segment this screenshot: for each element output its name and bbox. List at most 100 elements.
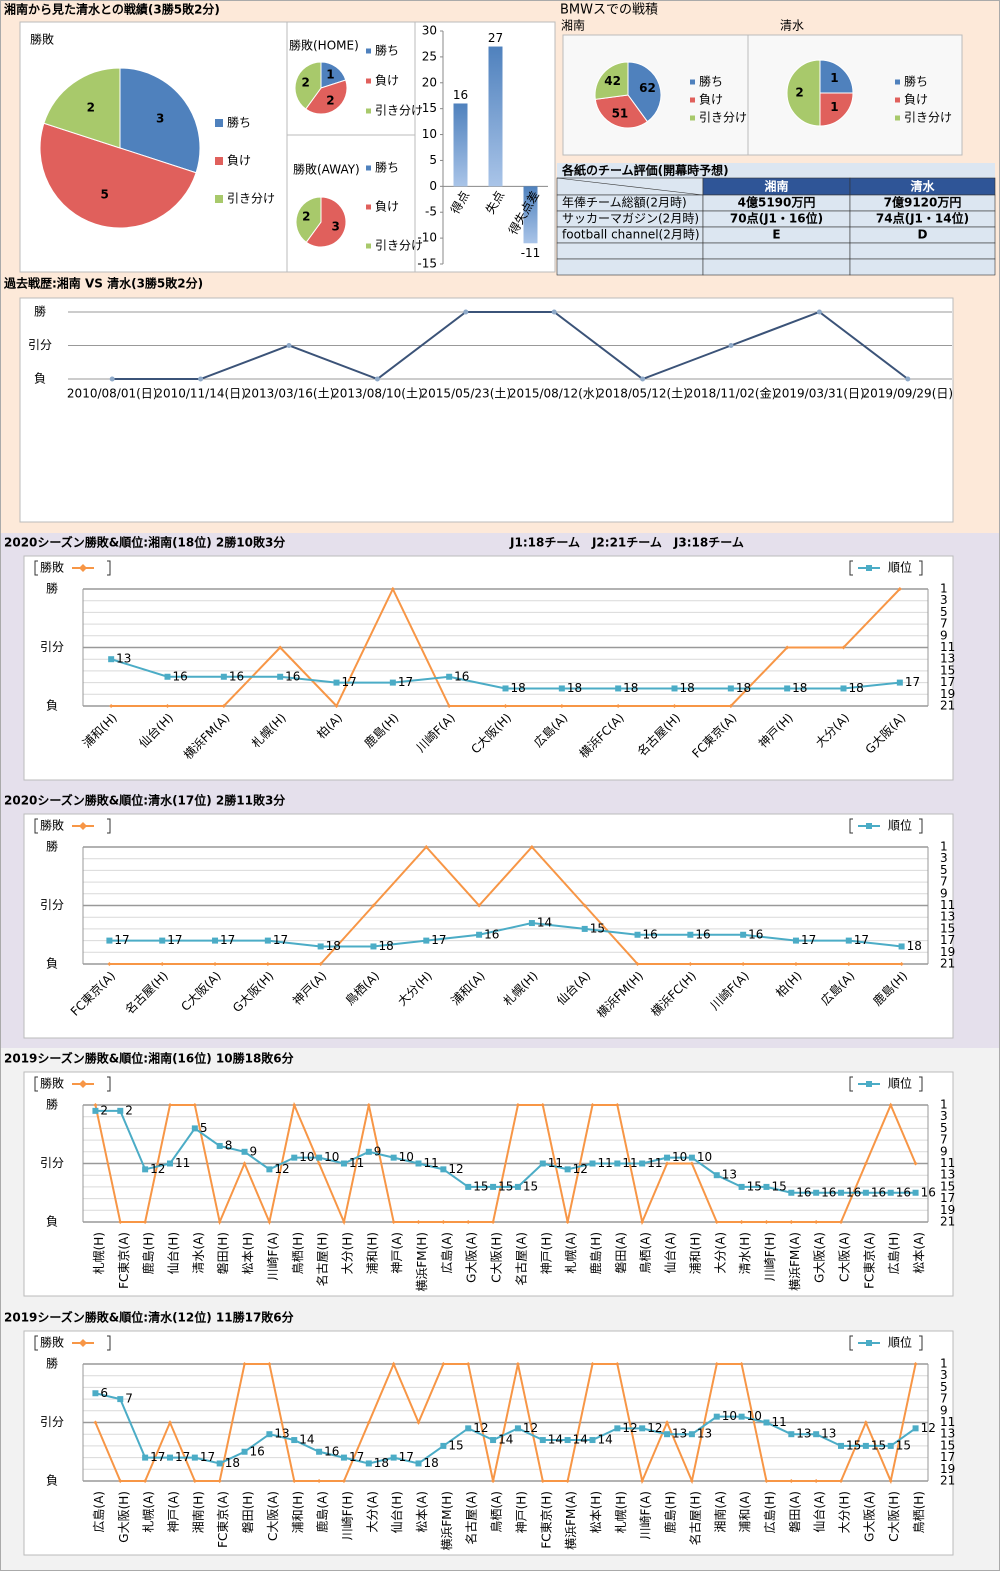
legend-marker [866,1340,872,1346]
table-text: 4億5190万円 [738,195,816,210]
table-header: 清水 [910,179,935,194]
x-tick-label: 大分(A) [713,1232,727,1274]
y2-tick-label: 15 [940,1438,955,1452]
marker [905,376,911,382]
marker [738,1183,745,1190]
x-tick-label: FC東京(A) [862,1232,876,1289]
y2-tick-label: 1 [940,582,948,596]
marker [118,1220,123,1224]
marker [913,1161,918,1166]
y2-tick-label: 19 [940,1203,955,1217]
marker [888,1103,893,1107]
x-tick-label: 2019/09/29(日) [863,387,954,401]
data-label: 17 [399,1450,414,1464]
y2-tick-label: 1 [940,1357,948,1371]
legend-label: 勝ち [227,115,251,130]
x-tick-label: 2013/08/10(土) [332,387,423,401]
data-label: 12 [473,1421,488,1435]
marker [267,1220,272,1224]
marker [897,587,902,591]
y-tick-label: 引分 [28,338,52,352]
data-label: 7 [125,1392,133,1406]
marker [415,1160,422,1167]
marker [117,1396,124,1403]
x-tick-label: 2010/11/14(日) [155,387,246,401]
y-tick-label: 負 [34,372,46,386]
x-tick-label: 仙台(A) [663,1232,678,1274]
x-tick-label: 広島(H) [886,1232,901,1274]
x-tick-label: 松本(A) [912,1232,926,1274]
panel [23,1071,954,1297]
marker [465,1425,472,1432]
y-tick-label: -10 [417,231,437,245]
marker [340,1160,347,1167]
pie-slice [305,79,348,115]
y-tick-label: 10 [422,127,437,141]
x-tick-label: 湘南(A) [712,1491,727,1533]
data-label: 16 [643,927,658,941]
data-label: 16 [896,1185,911,1199]
y2-tick-label: 5 [940,605,948,619]
x-tick-label: 磐田(H) [216,1232,230,1274]
marker [788,1189,795,1196]
legend-label: 勝ち [699,74,723,89]
line [112,310,909,381]
y2-tick-label: 21 [940,699,955,713]
data-label: 1 [830,100,838,114]
data-label: 15 [473,1179,488,1193]
data-label: 17 [220,933,235,947]
legend-label: 負け [375,74,399,88]
chart-title: 2020シーズン勝敗&順位:湘南(18位) 2勝10敗3分 [4,535,285,550]
data-label: 18 [424,1456,439,1470]
x-tick-label: 鹿島(H) [141,1232,156,1274]
legend-marker [79,822,87,830]
marker [440,1166,447,1173]
y-tick-label: 引分 [40,640,64,654]
pie-slice [305,196,347,248]
legend-label: 順位 [888,560,912,575]
marker [340,1454,347,1461]
bar [523,186,538,244]
pie-slice [786,59,821,127]
legend-label: 負け [227,154,251,168]
marker [639,1425,646,1432]
marker [898,943,905,950]
x-tick-label: G大阪(A) [813,1232,827,1283]
marker [166,1160,173,1167]
y2-tick-label: 11 [940,1156,955,1170]
pie-slice [594,61,629,100]
marker [212,937,219,944]
x-tick-label: G大阪(H) [117,1491,131,1543]
marker [896,679,903,686]
marker [739,1220,744,1224]
data-label: 16 [285,669,300,683]
legend-bracket [849,1335,853,1351]
marker [92,1107,99,1114]
data-label: 27 [488,31,503,45]
legend-label: 順位 [888,1076,912,1091]
marker [93,1420,98,1425]
marker [242,1161,247,1166]
marker [109,376,115,382]
line [94,1101,917,1226]
legend-swatch [690,97,695,103]
x-tick-label: 札幌(A) [563,1232,578,1274]
marker [714,1220,719,1224]
data-label: 10 [722,1409,737,1423]
marker [862,1189,869,1196]
y-tick-label: 5 [429,153,437,167]
marker [476,931,483,938]
marker [423,937,430,944]
data-label: 10 [697,1150,712,1164]
marker [447,704,452,708]
marker [838,1189,845,1196]
marker [416,1420,421,1425]
data-label: 1 [830,71,838,85]
marker [713,1413,720,1420]
marker [106,937,113,944]
data-label: 5 [200,1121,208,1135]
data-label: 13 [274,1427,289,1441]
marker [863,1420,868,1425]
panel [23,813,954,1039]
marker [551,309,557,315]
